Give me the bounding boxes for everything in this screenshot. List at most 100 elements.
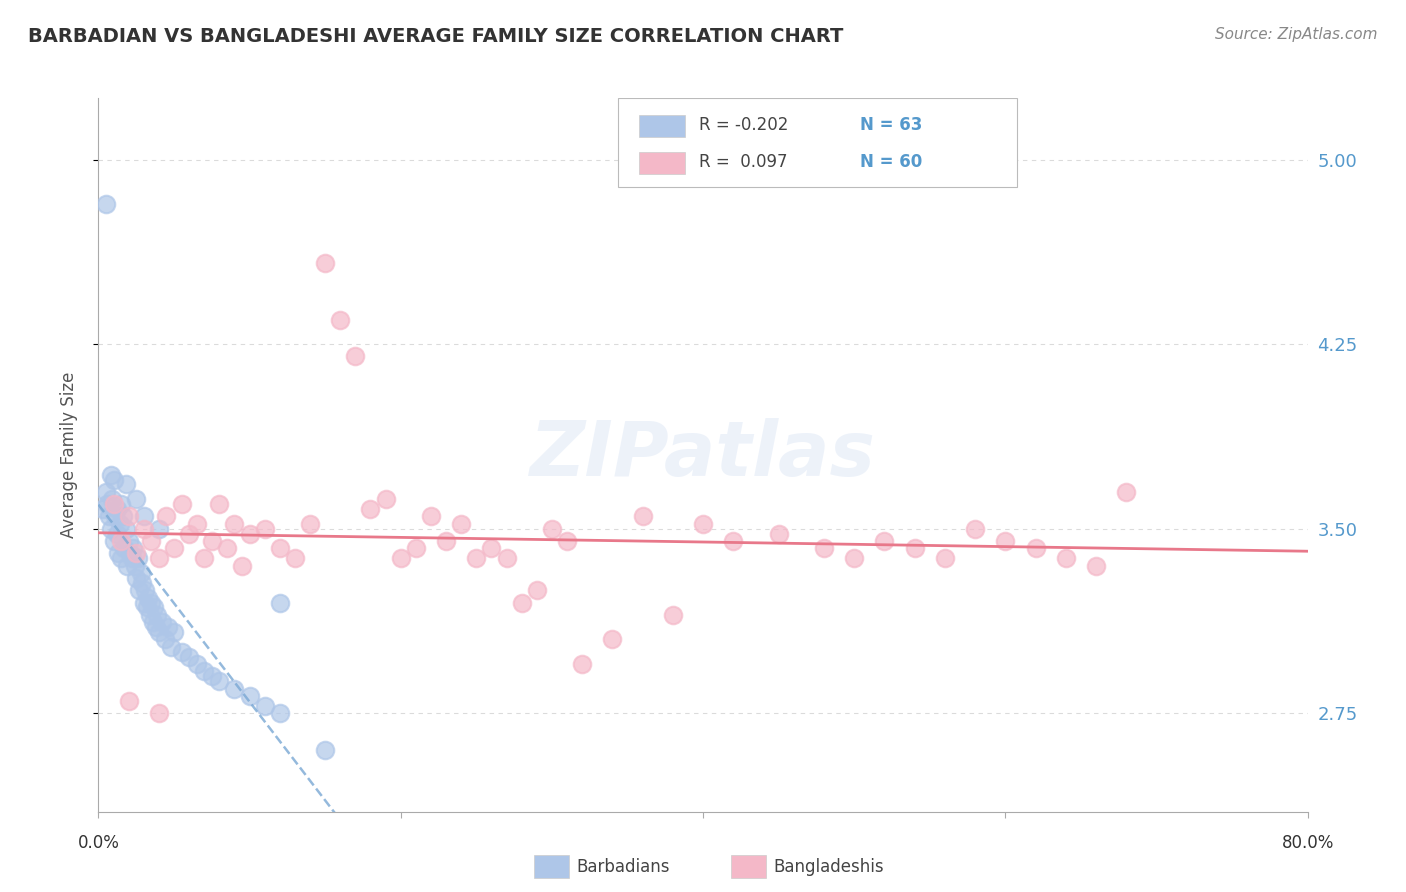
Point	[314, 743, 336, 757]
Point	[110, 551, 132, 566]
Point	[150, 615, 173, 630]
Point	[118, 534, 141, 549]
Point	[215, 541, 238, 556]
Point	[94, 197, 117, 211]
Y-axis label: Average Family Size: Average Family Size	[59, 372, 77, 538]
Point	[118, 694, 141, 708]
Point	[143, 600, 166, 615]
Text: BARBADIAN VS BANGLADESHI AVERAGE FAMILY SIZE CORRELATION CHART: BARBADIAN VS BANGLADESHI AVERAGE FAMILY …	[28, 27, 844, 45]
Point	[122, 541, 145, 556]
Point	[389, 551, 412, 566]
Point	[125, 492, 148, 507]
Point	[631, 509, 654, 524]
Point	[142, 615, 165, 630]
Text: N = 60: N = 60	[860, 153, 922, 170]
Point	[91, 502, 114, 516]
Point	[156, 620, 179, 634]
Point	[692, 516, 714, 531]
Point	[934, 551, 956, 566]
Point	[1054, 551, 1077, 566]
Point	[125, 571, 148, 585]
Point	[208, 674, 231, 689]
Point	[101, 492, 124, 507]
Point	[602, 632, 624, 647]
Point	[1115, 484, 1137, 499]
Point	[107, 546, 129, 560]
Point	[132, 509, 155, 524]
Point	[120, 546, 142, 560]
Point	[434, 534, 457, 549]
Text: Source: ZipAtlas.com: Source: ZipAtlas.com	[1215, 27, 1378, 42]
Point	[148, 706, 170, 721]
Text: R = -0.202: R = -0.202	[699, 116, 789, 134]
Point	[224, 516, 246, 531]
Point	[141, 534, 163, 549]
Point	[1085, 558, 1108, 573]
Point	[134, 583, 156, 598]
Point	[481, 541, 503, 556]
Point	[163, 541, 186, 556]
Point	[118, 509, 141, 524]
Point	[329, 312, 352, 326]
Point	[239, 689, 262, 703]
Point	[540, 522, 562, 536]
Point	[104, 509, 127, 524]
Point	[253, 522, 276, 536]
Point	[201, 669, 224, 683]
Point	[115, 558, 138, 573]
Point	[186, 516, 208, 531]
Text: ZIPatlas: ZIPatlas	[530, 418, 876, 491]
Point	[112, 541, 135, 556]
Point	[114, 477, 136, 491]
Point	[121, 551, 143, 566]
Point	[129, 566, 152, 580]
Point	[360, 502, 382, 516]
Point	[145, 620, 167, 634]
Point	[96, 497, 118, 511]
Point	[1024, 541, 1046, 556]
Point	[148, 551, 170, 566]
Point	[110, 497, 132, 511]
Point	[108, 516, 131, 531]
Point	[526, 583, 548, 598]
Point	[344, 350, 367, 364]
Point	[131, 575, 153, 590]
Point	[127, 551, 149, 566]
Point	[153, 632, 176, 647]
Point	[201, 534, 224, 549]
Point	[163, 625, 186, 640]
Point	[160, 640, 183, 654]
Point	[465, 551, 488, 566]
FancyBboxPatch shape	[619, 98, 1018, 187]
Point	[208, 497, 231, 511]
Point	[114, 522, 136, 536]
Point	[495, 551, 517, 566]
Point	[128, 583, 150, 598]
Point	[269, 706, 291, 721]
Point	[662, 607, 685, 622]
Point	[105, 502, 128, 516]
Point	[146, 607, 169, 622]
Point	[314, 256, 336, 270]
Point	[844, 551, 866, 566]
Point	[100, 467, 122, 482]
FancyBboxPatch shape	[638, 152, 685, 175]
Point	[269, 596, 291, 610]
Point	[231, 558, 253, 573]
Point	[94, 484, 117, 499]
Point	[253, 698, 276, 713]
Point	[299, 516, 322, 531]
Point	[170, 497, 193, 511]
Point	[139, 607, 162, 622]
Text: N = 63: N = 63	[860, 116, 922, 134]
Text: R =  0.097: R = 0.097	[699, 153, 787, 170]
Point	[768, 526, 790, 541]
Text: Bangladeshis: Bangladeshis	[773, 858, 884, 876]
Point	[103, 497, 125, 511]
Text: Barbadians: Barbadians	[576, 858, 671, 876]
Point	[571, 657, 593, 671]
Point	[132, 596, 155, 610]
Point	[124, 558, 146, 573]
Point	[98, 509, 121, 524]
Point	[132, 522, 155, 536]
